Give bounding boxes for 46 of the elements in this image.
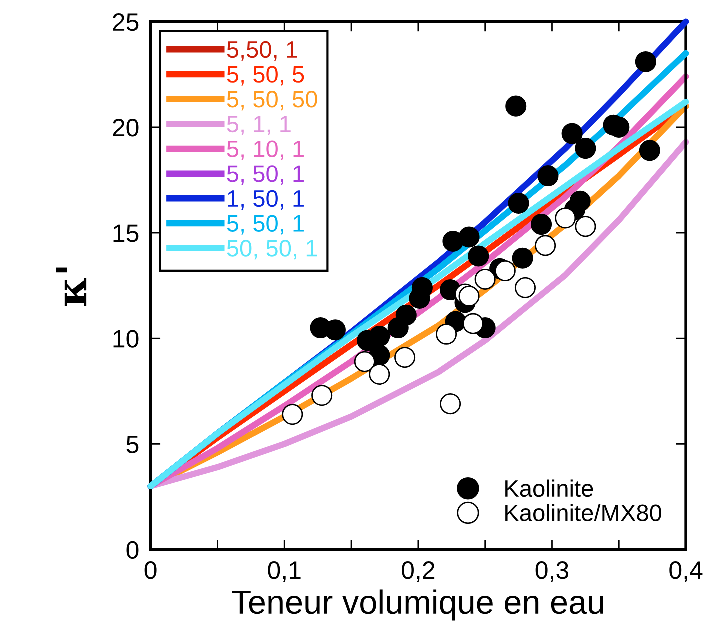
legend-label: Kaolinite <box>506 480 594 498</box>
y-tick-label: 5 <box>126 436 139 454</box>
point <box>282 404 304 426</box>
y-tick-label: 10 <box>114 330 139 348</box>
legend-label: 50, 50, 1 <box>227 240 318 260</box>
y-tick-label: 25 <box>113 13 139 32</box>
x-tick-label: 0,3 <box>536 562 569 582</box>
point <box>555 208 576 229</box>
point <box>369 326 390 348</box>
x-tick-label: 0 <box>144 562 157 580</box>
legend-label: Kaolinite/MX80 <box>506 504 662 522</box>
point <box>570 190 591 212</box>
x-axis-title: Teneur volumique en eau <box>232 590 604 621</box>
point <box>494 260 516 282</box>
y-axis-title: κ' <box>56 268 87 306</box>
point <box>458 286 480 307</box>
point <box>508 192 530 214</box>
y-tick-label: 15 <box>114 224 139 242</box>
point <box>458 226 480 248</box>
point <box>468 246 490 267</box>
legend-label: 5, 10, 1 <box>227 140 304 160</box>
point <box>462 313 484 334</box>
legend-label: 5, 50, 50 <box>227 91 318 111</box>
y-tick-label: 0 <box>126 541 139 560</box>
legend-label: 1, 50, 1 <box>228 190 304 210</box>
point <box>531 214 552 236</box>
point <box>575 138 596 160</box>
x-tick-label: 0,1 <box>268 562 301 582</box>
point <box>506 96 527 117</box>
legend-label: 5, 50, 1 <box>227 215 304 235</box>
y-tick-label: 20 <box>113 119 139 137</box>
x-tick-label: 0,2 <box>402 562 435 582</box>
point <box>538 165 559 187</box>
point <box>354 351 376 372</box>
point <box>635 51 656 72</box>
point <box>639 140 660 162</box>
legend-label: 5, 50, 1 <box>227 166 304 186</box>
point <box>396 304 417 326</box>
point <box>512 248 534 269</box>
point <box>535 235 556 256</box>
point <box>312 385 333 406</box>
legend-label: 5, 50, 5 <box>227 66 304 86</box>
point <box>562 123 583 144</box>
x-tick-label: 0,4 <box>670 562 703 582</box>
legend-label: 5, 1, 1 <box>227 116 291 136</box>
legend-label: 5,50, 1 <box>227 41 298 61</box>
